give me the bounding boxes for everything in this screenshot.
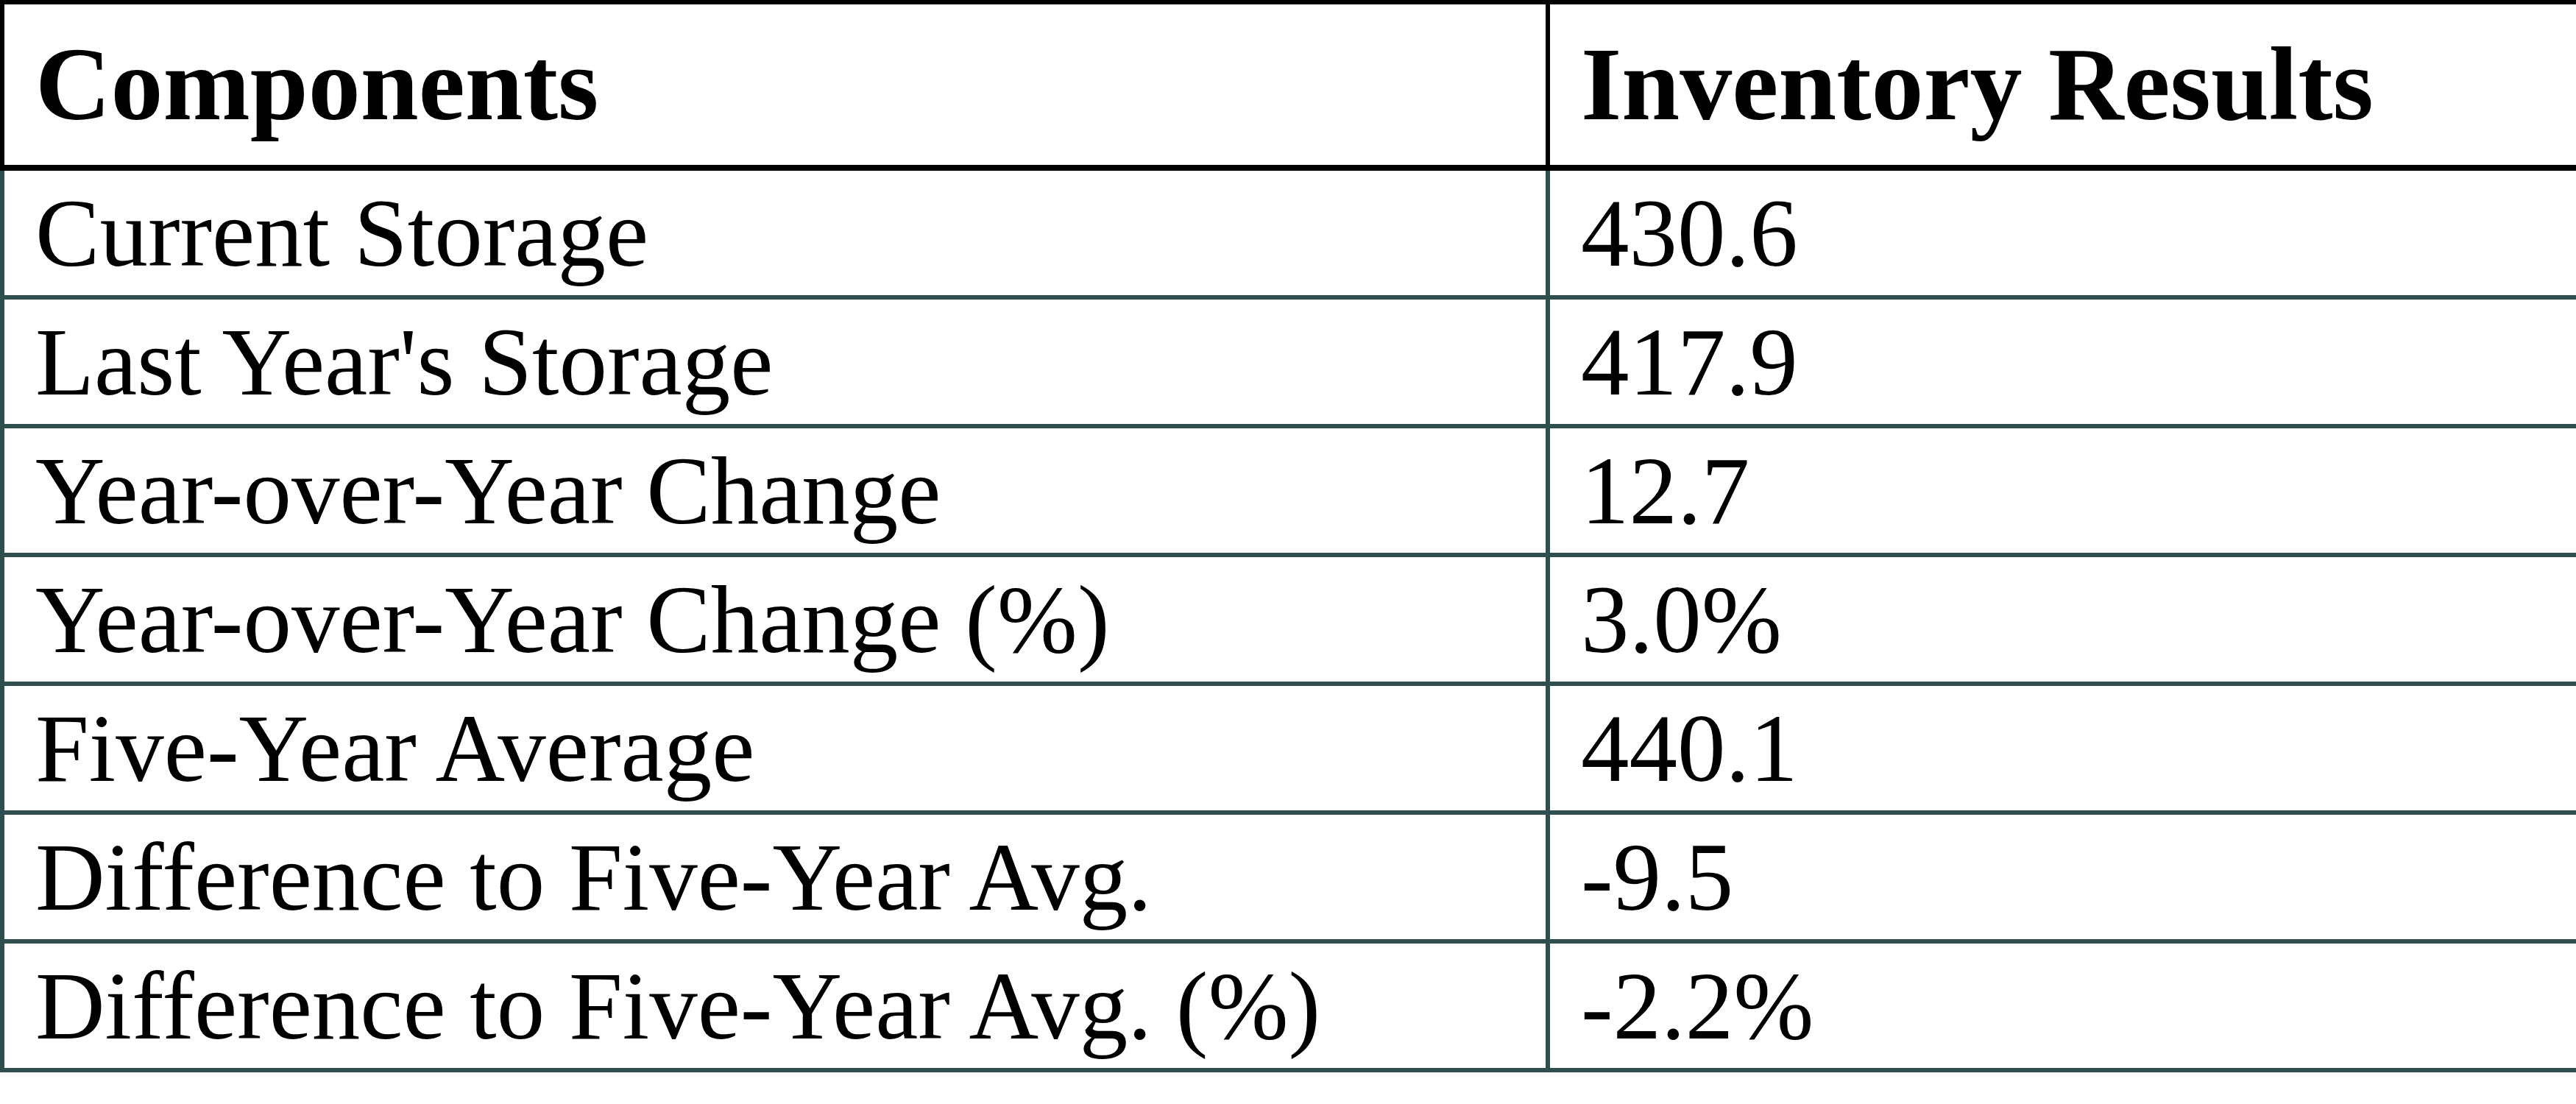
inventory-value-cell: 440.1 — [1548, 684, 2576, 813]
component-label-cell: Year-over-Year Change (%) — [2, 555, 1548, 684]
table-row: Five-Year Average 440.1 — [2, 684, 2576, 813]
inventory-value-cell: 417.9 — [1548, 297, 2576, 426]
table-header: Components Inventory Results — [2, 2, 2576, 168]
table-row: Difference to Five-Year Avg. -9.5 — [2, 813, 2576, 941]
inventory-value-cell: 430.6 — [1548, 168, 2576, 297]
table-body: Current Storage 430.6 Last Year's Storag… — [2, 168, 2576, 1070]
table-row: Last Year's Storage 417.9 — [2, 297, 2576, 426]
component-label-cell: Current Storage — [2, 168, 1548, 297]
component-label-cell: Five-Year Average — [2, 684, 1548, 813]
component-label-cell: Difference to Five-Year Avg. (%) — [2, 941, 1548, 1070]
table-row: Year-over-Year Change 12.7 — [2, 426, 2576, 555]
inventory-value-cell: -2.2% — [1548, 941, 2576, 1070]
inventory-value-cell: 12.7 — [1548, 426, 2576, 555]
table-row: Year-over-Year Change (%) 3.0% — [2, 555, 2576, 684]
column-header-components: Components — [2, 2, 1548, 168]
inventory-results-table: Components Inventory Results Current Sto… — [0, 0, 2576, 1072]
table-row: Difference to Five-Year Avg. (%) -2.2% — [2, 941, 2576, 1070]
column-header-inventory-results: Inventory Results — [1548, 2, 2576, 168]
inventory-value-cell: -9.5 — [1548, 813, 2576, 941]
header-row: Components Inventory Results — [2, 2, 2576, 168]
component-label-cell: Year-over-Year Change — [2, 426, 1548, 555]
table-row: Current Storage 430.6 — [2, 168, 2576, 297]
inventory-value-cell: 3.0% — [1548, 555, 2576, 684]
component-label-cell: Difference to Five-Year Avg. — [2, 813, 1548, 941]
component-label-cell: Last Year's Storage — [2, 297, 1548, 426]
